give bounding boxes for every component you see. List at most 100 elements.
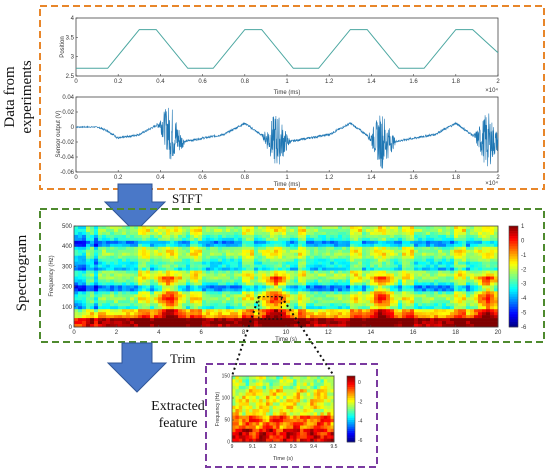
extracted-cell: [259, 438, 263, 443]
spectrogram-cell: [182, 228, 187, 233]
spectrogram-cell: [130, 294, 135, 298]
spectrogram-cell: [78, 234, 83, 239]
spectrogram-cell: [394, 228, 399, 233]
spectrogram-cell: [470, 294, 475, 298]
spectrogram-cell: [478, 297, 483, 301]
spectrogram-cell: [250, 243, 255, 248]
spectrogram-cell: [90, 312, 95, 316]
spectrogram-cell: [278, 270, 283, 274]
spectrogram-cell: [486, 279, 491, 283]
y-tick-label: -0.04: [60, 155, 74, 161]
spectrogram-cell: [426, 264, 431, 268]
extracted-cell: [327, 376, 331, 380]
spectrogram-cell: [346, 255, 351, 259]
spectrogram-cell: [390, 309, 395, 313]
spectrogram-cell: [242, 315, 247, 319]
spectrogram-cell: [82, 273, 87, 277]
spectrogram-cell: [230, 285, 235, 289]
spectrogram-cell: [94, 285, 99, 289]
spectrogram-cell: [210, 318, 215, 322]
extracted-cell: [293, 422, 297, 426]
spectrogram-cell: [258, 261, 263, 265]
spectrogram-cell: [130, 291, 135, 295]
spectrogram-cell: [154, 231, 159, 236]
extracted-cell: [300, 409, 304, 413]
spectrogram-cell: [370, 258, 375, 262]
spectrogram-cell: [146, 255, 151, 259]
extracted-cell: [255, 392, 260, 397]
extracted-cell: [296, 412, 301, 416]
spectrogram-cell: [170, 273, 175, 277]
spectrogram-cell: [250, 270, 255, 274]
colorbar-swatch: [509, 286, 518, 290]
spectrogram-cell: [114, 291, 119, 295]
spectrogram-cell: [182, 276, 187, 280]
spectrogram-cell: [122, 291, 127, 295]
spectrogram-cell: [86, 261, 91, 265]
extracted-cell: [235, 385, 240, 390]
spectrogram-cell: [386, 282, 391, 286]
spectrogram-cell: [494, 249, 499, 254]
spectrogram-cell: [330, 294, 335, 298]
spectrogram-cell: [198, 243, 203, 248]
extracted-cell: [279, 395, 284, 400]
spectrogram-cell: [102, 234, 107, 239]
spectrogram-cell: [310, 291, 315, 295]
spectrogram-cell: [374, 258, 379, 262]
spectrogram-cell: [94, 306, 99, 310]
spectrogram-cell: [278, 285, 283, 289]
spectrogram-cell: [258, 267, 263, 271]
extracted-cell: [259, 418, 263, 423]
spectrogram-cell: [102, 231, 107, 236]
spectrogram-cell: [222, 309, 227, 313]
spectrogram-cell: [258, 276, 263, 280]
spectrogram-cell: [122, 270, 127, 274]
spectrogram-cell: [222, 264, 227, 268]
spectrogram-cell: [210, 306, 215, 310]
spectrogram-cell: [270, 270, 275, 274]
spectrogram-cell: [266, 315, 271, 319]
spectrogram-cell: [474, 226, 479, 230]
spectrogram-cell: [254, 255, 259, 259]
spectrogram-cell: [178, 255, 183, 259]
extracted-cell: [283, 392, 287, 397]
spectrogram-cell: [330, 240, 335, 245]
x-tick-label: 9: [231, 444, 234, 450]
extracted-cell: [310, 392, 314, 397]
spectrogram-cell: [226, 276, 231, 280]
spectrogram-cell: [354, 252, 359, 257]
extracted-cell: [232, 412, 236, 416]
spectrogram-cell: [422, 315, 427, 319]
spectrogram-cell: [374, 288, 379, 292]
spectrogram-cell: [378, 228, 383, 233]
extracted-cell: [245, 435, 250, 439]
spectrogram-cell: [382, 303, 387, 307]
extracted-cell: [232, 376, 236, 380]
spectrogram-cell: [290, 264, 295, 268]
spectrogram-cell: [482, 234, 487, 239]
spectrogram-cell: [226, 318, 231, 322]
spectrogram-cell: [406, 258, 411, 262]
spectrogram-cell: [346, 294, 351, 298]
spectrogram-cell: [146, 294, 151, 298]
spectrogram-cell: [174, 237, 179, 242]
spectrogram-cell: [226, 258, 231, 262]
extracted-cell: [232, 402, 236, 406]
spectrogram-cell: [226, 270, 231, 274]
colorbar-swatch: [509, 309, 518, 313]
spectrogram-cell: [310, 240, 315, 245]
spectrogram-cell: [218, 321, 223, 325]
spectrogram-cell: [158, 226, 163, 230]
spectrogram-cell: [214, 252, 219, 257]
extracted-cell: [323, 376, 328, 380]
spectrogram-cell: [490, 288, 495, 292]
spectrogram-cell: [282, 294, 287, 298]
x-tick-label: 0.2: [114, 79, 123, 85]
spectrogram-cell: [150, 324, 155, 328]
spectrogram-cell: [486, 255, 491, 259]
spectrogram-cell: [250, 321, 255, 325]
spectrogram-cell: [450, 231, 455, 236]
spectrogram-cell: [414, 258, 419, 262]
spectrogram-cell: [494, 270, 499, 274]
spectrogram-cell: [342, 282, 347, 286]
